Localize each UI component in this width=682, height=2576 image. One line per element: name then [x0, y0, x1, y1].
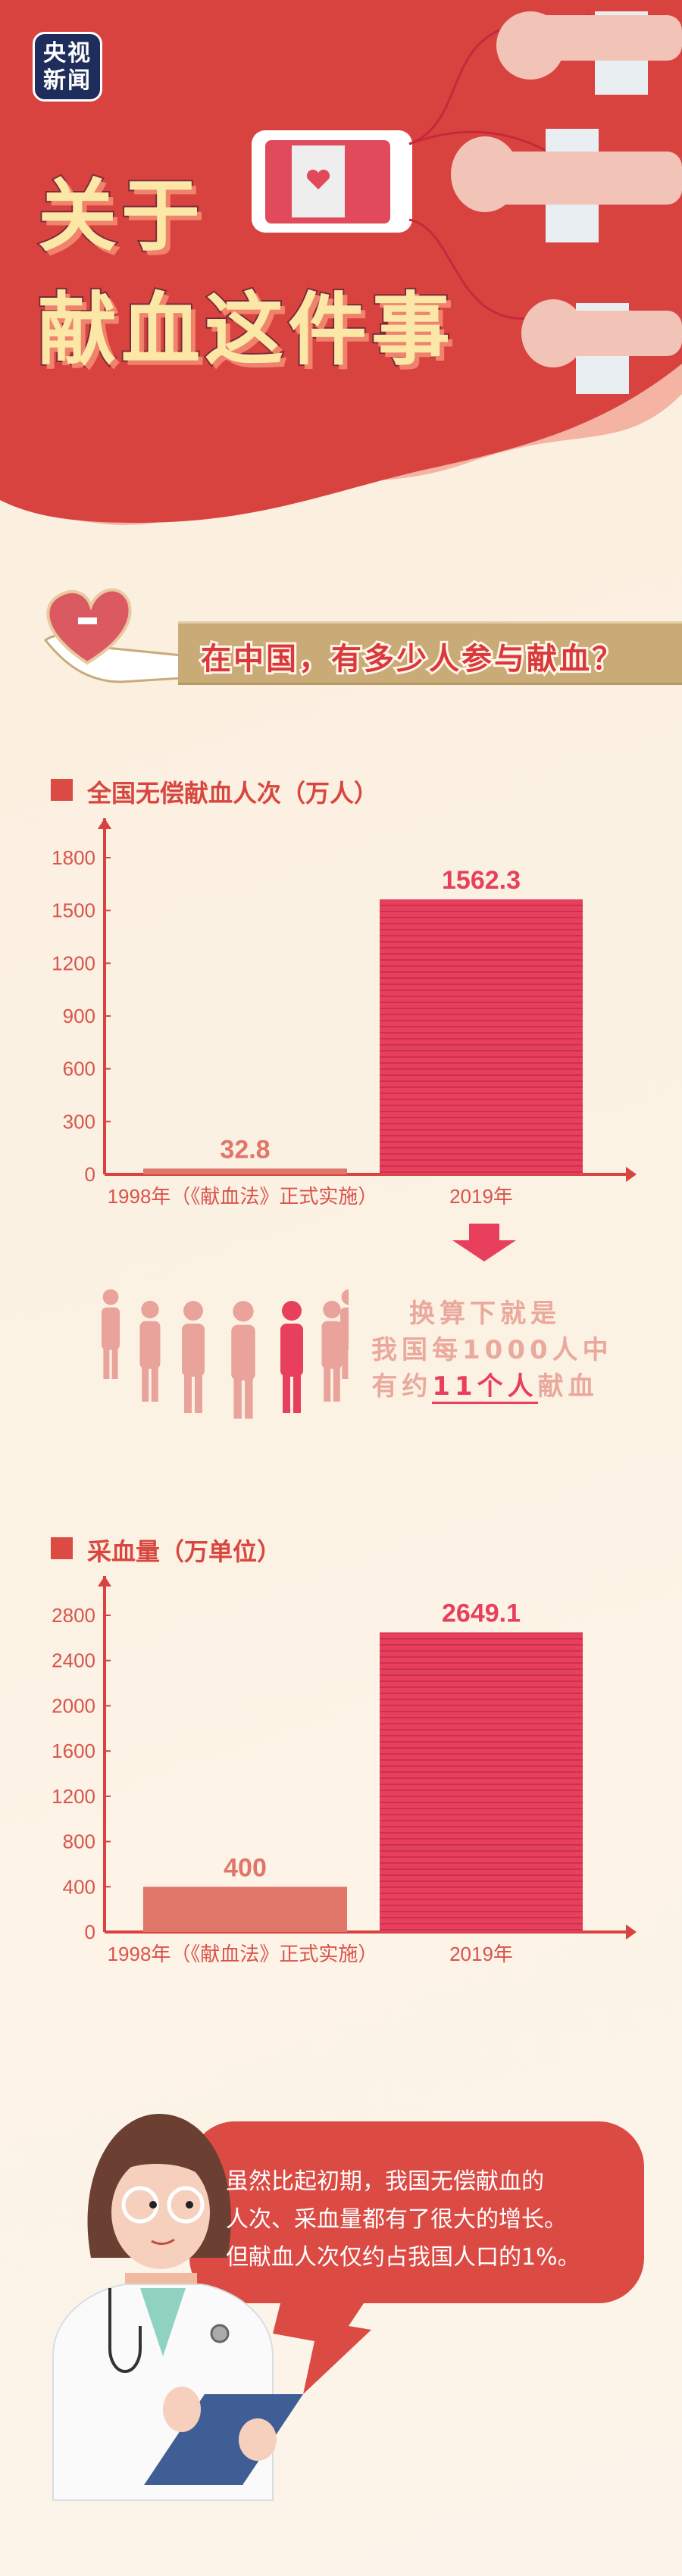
- chart2-title: 采血量（万单位）: [87, 1537, 282, 1566]
- y-tick-label: 1600: [52, 1740, 95, 1762]
- bar-value-label: 32.8: [220, 1135, 270, 1164]
- y-tick-label: 0: [85, 1163, 95, 1186]
- y-axis-arrow: [98, 818, 111, 829]
- page-title-line2: 献血这件事: [36, 282, 455, 377]
- bar-1998: [143, 1168, 347, 1174]
- person-icon: [321, 1300, 343, 1402]
- doctor-illustration: [52, 2114, 644, 2501]
- down-arrow-icon: [452, 1224, 516, 1261]
- x-category-label: 1998年（《献血法》正式实施）: [108, 1185, 378, 1208]
- y-tick-label: 0: [85, 1921, 95, 1943]
- person-icon: [280, 1301, 303, 1413]
- bar-value-label: 1562.3: [442, 866, 521, 895]
- y-tick-label: 1500: [52, 899, 95, 922]
- chart2-legend-square: [51, 1537, 73, 1559]
- y-axis-arrow: [98, 1576, 111, 1587]
- people-crowd-icon: [102, 1289, 349, 1419]
- doctor-speech-text: 虽然比起初期，我国无偿献血的 人次、采血量都有了很大的增长。 但献血人次仅约占我…: [226, 2168, 580, 2271]
- chart1-legend-square: [51, 779, 73, 801]
- speech-bubble: [189, 2121, 644, 2394]
- y-tick-label: 1800: [52, 846, 95, 869]
- hero-background: [0, 0, 682, 525]
- cctv-news-logo: 央视 新闻: [33, 32, 102, 102]
- hero-banner: 央视 新闻 关于 献血这件事: [0, 0, 682, 546]
- x-category-label: 1998年（《献血法》正式实施）: [108, 1943, 378, 1965]
- person-icon: [102, 1289, 120, 1379]
- x-axis-arrow: [626, 1167, 637, 1182]
- y-tick-label: 2000: [52, 1694, 95, 1717]
- person-icon: [231, 1301, 255, 1419]
- blood-bag-icon: [252, 130, 412, 233]
- bar-value-label: 2649.1: [442, 1599, 521, 1628]
- donor-arm-icon: [451, 11, 682, 394]
- x-axis-arrow: [626, 1924, 637, 1940]
- bar-1998: [143, 1887, 347, 1932]
- chart1-plot: 0 300 600 900 1200 1500 1800 32.8 1998年（《献血法》正式实…: [52, 818, 637, 1208]
- y-tick-label: 900: [63, 1005, 95, 1027]
- chart1-title: 全国无偿献血人次（万人）: [87, 779, 379, 808]
- conversion-text: 换算下就是 我国每1000人中 有约11个人献血: [371, 1296, 608, 1405]
- bar-value-label: 400: [224, 1853, 267, 1882]
- section-banner: 在中国，有多少人参与献血？: [178, 621, 682, 685]
- person-icon: [182, 1301, 205, 1413]
- section-number: 一: [78, 617, 97, 624]
- page-title-line1: 关于: [36, 168, 205, 264]
- y-tick-label: 600: [63, 1058, 95, 1080]
- bar-2019: [380, 1632, 583, 1932]
- heart-in-hand-icon: [43, 588, 183, 683]
- y-tick-label: 2400: [52, 1649, 95, 1672]
- section-question: 在中国，有多少人参与献血？: [199, 639, 624, 679]
- y-tick-label: 300: [63, 1110, 95, 1133]
- x-category-label: 2019年: [449, 1185, 513, 1208]
- doctor-icon: [52, 2114, 303, 2501]
- highlight-count: 11个人: [432, 1371, 538, 1404]
- y-tick-label: 2800: [52, 1604, 95, 1627]
- y-tick-label: 800: [63, 1830, 95, 1853]
- person-icon: [340, 1289, 349, 1379]
- person-icon: [139, 1300, 161, 1402]
- y-tick-label: 1200: [52, 952, 95, 974]
- x-category-label: 2019年: [449, 1943, 513, 1965]
- chart2-plot: 0 400 800 1200 1600 2000 2400 2800 400 1998年（《献血法…: [52, 1576, 637, 1965]
- bar-2019: [380, 899, 583, 1174]
- y-tick-label: 400: [63, 1875, 95, 1898]
- y-tick-label: 1200: [52, 1785, 95, 1808]
